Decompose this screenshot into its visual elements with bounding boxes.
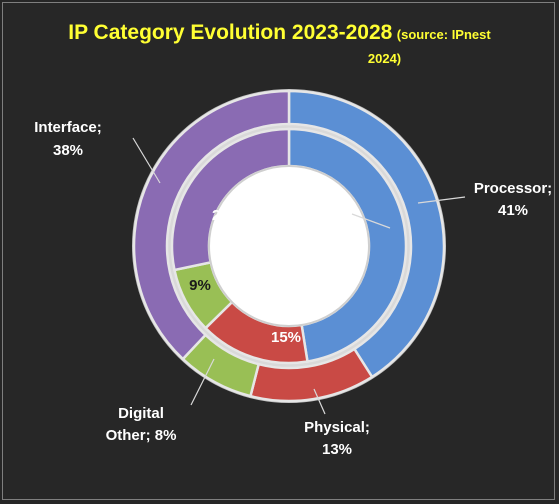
outer-slice-interface [132,89,291,361]
outer-label-physical-line2: 13% [322,441,352,458]
inner-label-digital-other: 9% [189,277,211,294]
outer-label-interface-line2: 38% [53,142,83,159]
inner-leader-processor [351,213,391,229]
chart-title-main: IP Category Evolution 2023-2028 [68,21,393,44]
outer-leader-digital-other [190,358,215,406]
outer-leader-physical [313,388,326,415]
outer-label-digital-other-line2: Other; 8% [106,427,177,444]
outer-label-processor-line2: 41% [498,202,528,219]
outer-leader-interface [132,137,161,184]
chart-title: IP Category Evolution 2023-2028 (source:… [0,22,559,70]
chart-subtitle-line2: 2024) [367,51,402,66]
chart-subtitle-line1: (source: IPnest [396,27,491,42]
outer-label-processor-line1: Processor; [474,180,552,197]
inner-label-interface: 28% [212,207,242,224]
donut-hole [208,165,370,327]
outer-label-physical-line1: Physical; [304,419,370,436]
outer-leader-processor [417,196,466,204]
outer-label-interface-line1: Interface; [34,119,102,136]
inner-label-physical: 15% [271,329,301,346]
inner-label-processor: 47% [320,206,350,223]
outer-label-digital-other-line1: Digital [118,405,164,422]
